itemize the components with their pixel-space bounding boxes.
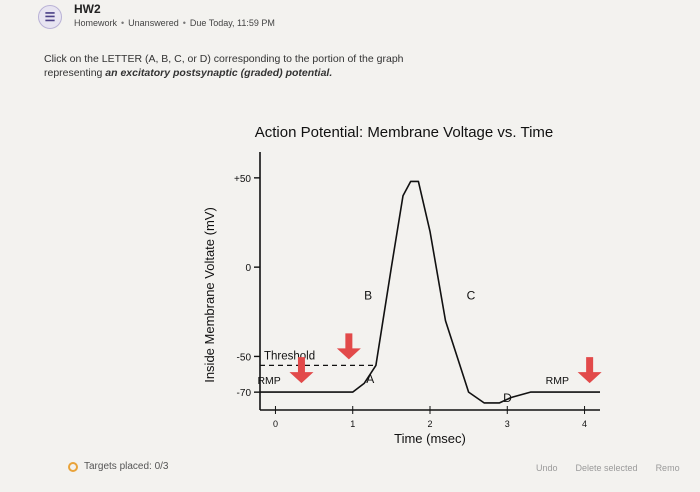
breadcrumb-due: Due Today, 11:59 PM <box>189 18 275 28</box>
threshold-group: Threshold <box>260 333 376 366</box>
region-label-b[interactable]: B <box>364 288 372 302</box>
x-tick-label: 4 <box>582 419 587 429</box>
red-arrow-icon <box>289 357 314 384</box>
y-tick-label: 0 <box>245 263 251 274</box>
prompt-line-2-prefix: representing <box>44 67 106 79</box>
question-prompt: Click on the LETTER (A, B, C, or D) corr… <box>44 52 464 80</box>
x-tick-label: 1 <box>350 419 355 429</box>
x-tick-label: 3 <box>505 419 510 429</box>
assignment-icon[interactable]: ☰ <box>38 5 62 29</box>
y-tick-label: +50 <box>234 174 251 185</box>
region-label-c[interactable]: C <box>467 288 476 302</box>
graph-target-area[interactable]: Action Potential: Membrane Voltage vs. T… <box>190 110 620 455</box>
targets-status: Targets placed: 0/3 <box>68 461 169 472</box>
rmp-labels: RMP RMP <box>257 357 602 387</box>
chart-axes <box>259 152 600 411</box>
region-labels[interactable]: A B C D <box>364 288 512 405</box>
prompt-line-1: Click on the LETTER (A, B, C, or D) corr… <box>44 53 404 65</box>
action-potential-chart[interactable]: Action Potential: Membrane Voltage vs. T… <box>190 110 620 455</box>
assignment-header: ☰ HW2 Homework • Unanswered • Due Today, 11:… <box>0 0 700 36</box>
chart-series <box>260 180 600 404</box>
x-axis-label: Time (msec) <box>394 431 466 446</box>
rmp-label: RMP <box>257 375 280 387</box>
region-label-d[interactable]: D <box>503 391 512 405</box>
x-tick-label: 2 <box>427 419 432 429</box>
y-tick-label: -70 <box>237 388 252 399</box>
region-label-a[interactable]: A <box>366 372 374 386</box>
breadcrumb-status: Unanswered <box>128 18 179 28</box>
breadcrumb-type: Homework <box>74 18 118 28</box>
breadcrumb: Homework • Unanswered • Due Today, 11:59 PM <box>74 18 275 28</box>
threshold-label: Threshold <box>264 350 315 362</box>
y-axis-label: Inside Membrane Voltate (mV) <box>202 207 217 383</box>
y-tick-label: -50 <box>237 352 252 363</box>
assignment-title: HW2 <box>74 2 101 16</box>
red-arrow-icon <box>336 333 361 360</box>
separator-dot-icon: • <box>121 18 125 28</box>
targets-placed-text: Targets placed: 0/3 <box>84 461 169 472</box>
delete-selected-button[interactable]: Delete selected <box>575 463 638 473</box>
footer-actions: Undo Delete selected Remo <box>536 463 698 473</box>
prompt-emphasis: an excitatory postsynaptic (graded) pote… <box>105 67 333 79</box>
chart-ticks: +50 0 -50 -70 0 1 2 3 4 <box>234 174 587 429</box>
undo-button[interactable]: Undo <box>536 463 558 473</box>
red-arrow-icon <box>577 357 602 384</box>
remove-button[interactable]: Remo <box>655 463 680 473</box>
voltage-curve <box>260 180 600 404</box>
chart-title: Action Potential: Membrane Voltage vs. T… <box>255 124 553 141</box>
rmp-label: RMP <box>546 375 569 387</box>
x-tick-label: 0 <box>273 419 278 429</box>
target-circle-icon <box>68 461 78 472</box>
separator-dot-icon: • <box>182 18 186 28</box>
